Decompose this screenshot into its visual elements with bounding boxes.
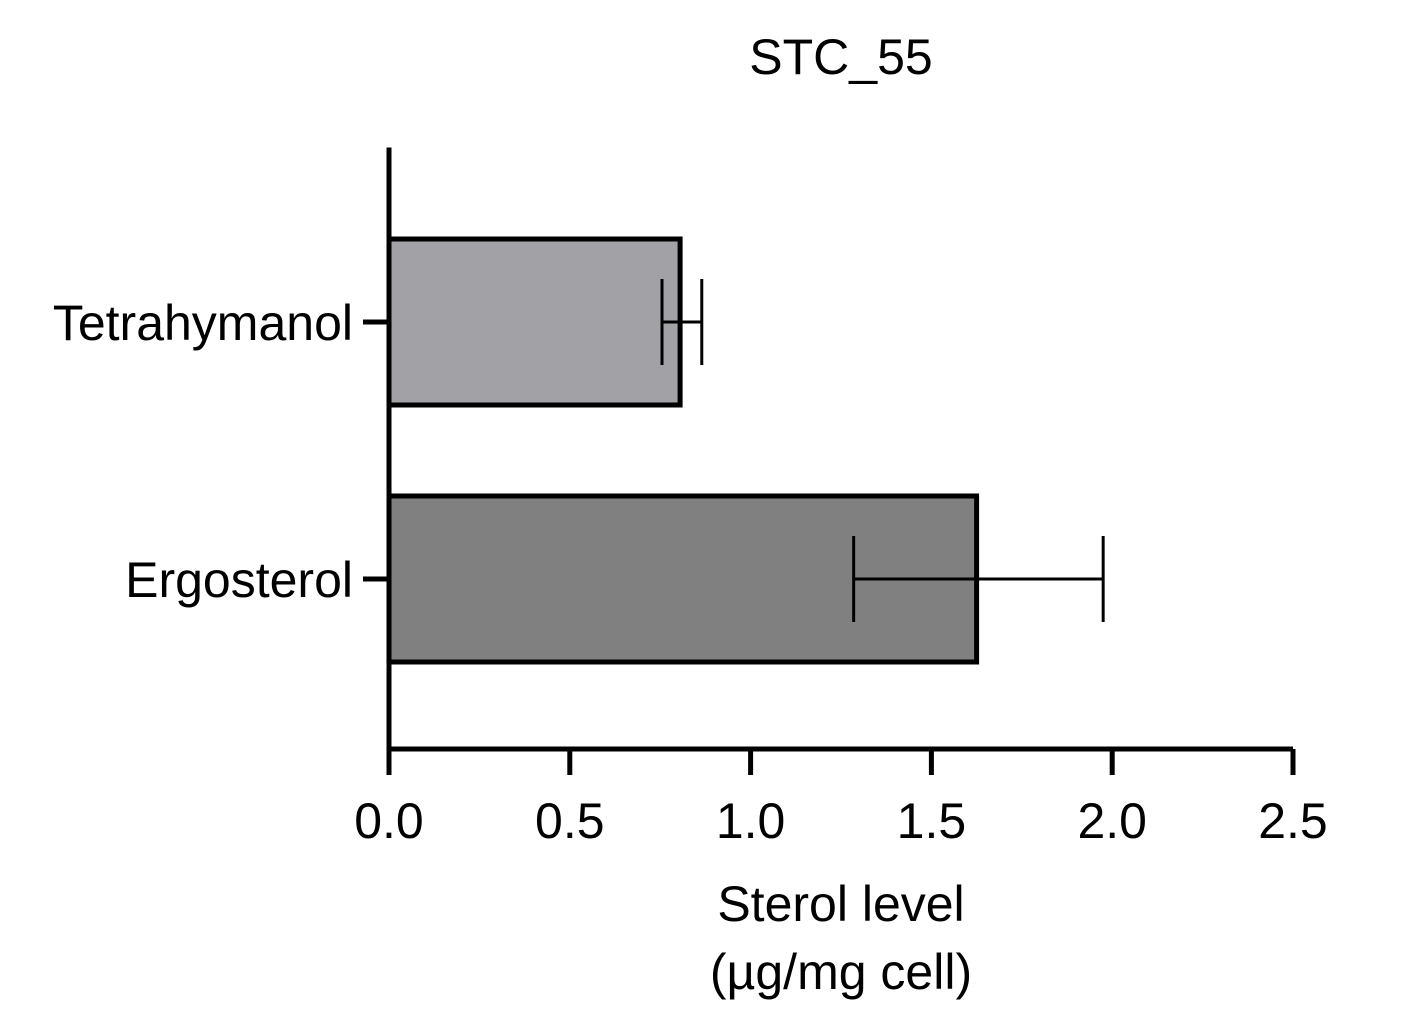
axes-layer [386, 147, 1293, 754]
x-tick-label-4: 2.0 [1077, 793, 1147, 849]
x-tick-label-1: 0.5 [535, 793, 605, 849]
bar-tetrahymanol [386, 236, 683, 408]
x-axis-label-line2: (µg/mg cell) [710, 944, 972, 1000]
x-tick-label-2: 1.0 [716, 793, 786, 849]
chart-title: STC_55 [749, 29, 932, 85]
ticks-layer [363, 319, 1296, 775]
error-bars-layer [660, 279, 1105, 622]
x-axis-label-line1: Sterol level [717, 876, 964, 932]
y-tick-label-ergosterol: Ergosterol [125, 552, 353, 608]
bars-layer [386, 236, 980, 665]
labels-layer: Sterol level (µg/mg cell) Tetrahymanol Er… [53, 295, 1328, 1000]
x-tick-label-5: 2.5 [1258, 793, 1328, 849]
x-tick-label-0: 0.0 [354, 793, 424, 849]
x-tick-label-3: 1.5 [897, 793, 967, 849]
y-tick-label-tetrahymanol: Tetrahymanol [53, 295, 353, 351]
